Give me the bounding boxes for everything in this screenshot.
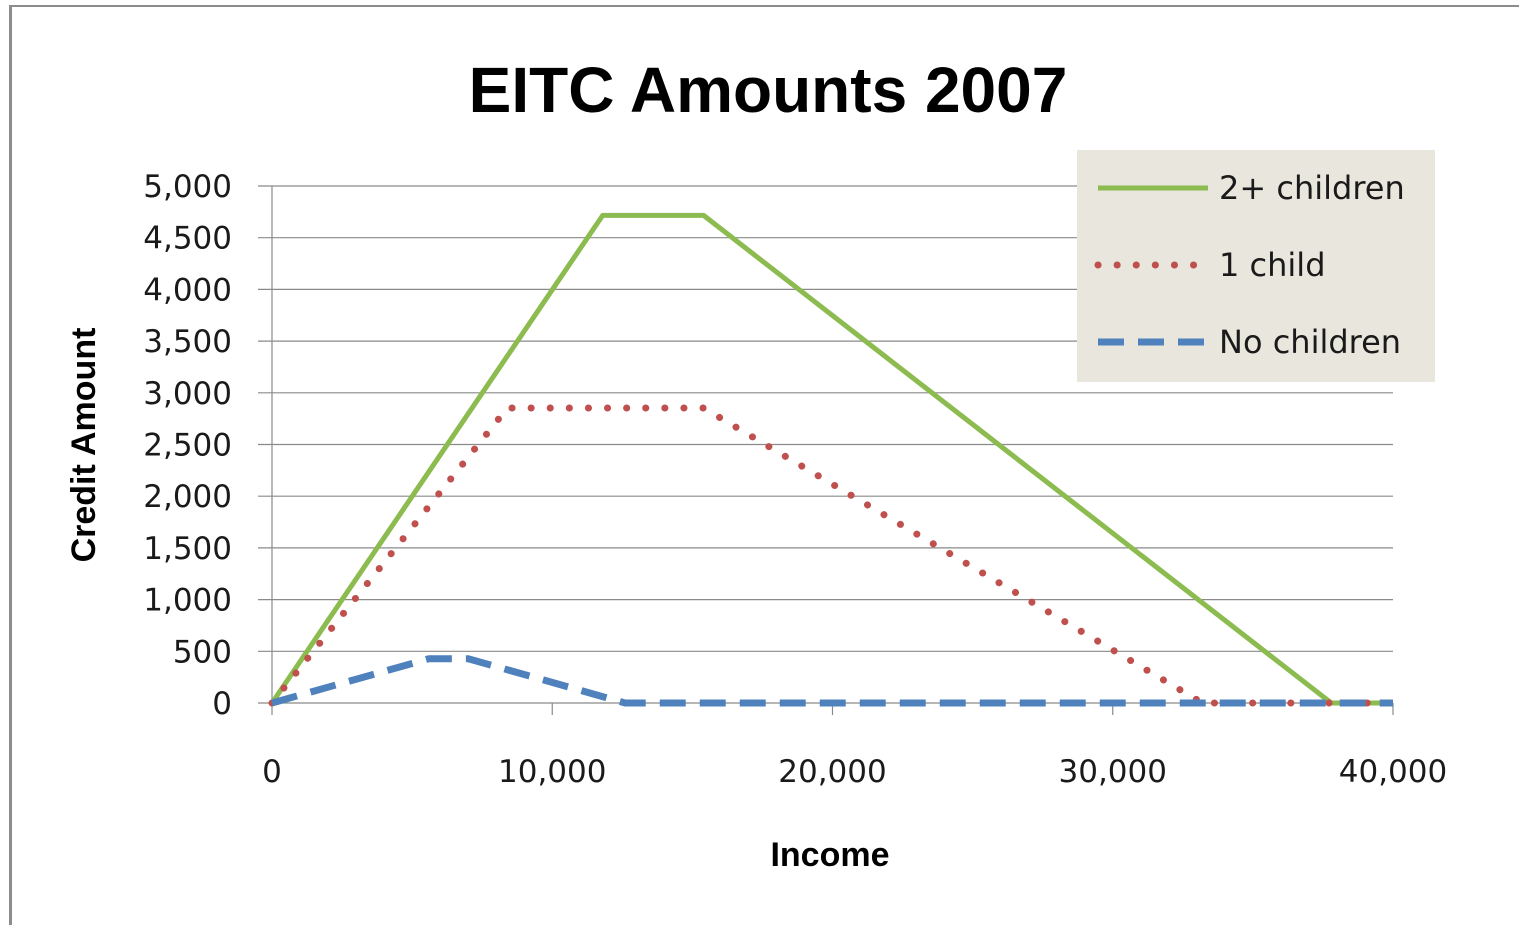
y-tick-label: 1,500 (143, 531, 232, 567)
series-line-1-child (268, 404, 1397, 707)
legend: 2+ children 1 child No children (1077, 150, 1435, 382)
legend-label-1-child: 1 child (1219, 246, 1326, 284)
x-tick-label: 30,000 (1059, 754, 1167, 790)
series-line-no-children (271, 655, 1393, 707)
x-tick-label: 0 (262, 754, 282, 790)
chart-title: EITC Amounts 2007 (469, 54, 1068, 126)
x-tick-label: 10,000 (498, 754, 606, 790)
legend-label-2-children: 2+ children (1219, 169, 1405, 207)
y-tick-label: 1,000 (143, 583, 232, 619)
x-axis-title: Income (770, 836, 889, 874)
y-tick-label: 3,500 (143, 324, 232, 360)
x-axis-ticks: 0 10,000 20,000 30,000 40,000 (262, 754, 1447, 790)
chart-frame (9, 5, 1519, 925)
y-tick-label: 3,000 (143, 376, 232, 412)
y-axis-title: Credit Amount (65, 328, 103, 563)
y-tick-label: 0 (212, 686, 232, 722)
y-axis-ticks: 0 500 1,000 1,500 2,000 2,500 3,000 3,500 4,000 4… (143, 169, 232, 722)
legend-label-no-children: No children (1219, 323, 1401, 361)
y-tick-label: 500 (173, 634, 232, 670)
y-tick-label: 2,500 (143, 428, 232, 464)
x-tick-label: 20,000 (778, 754, 886, 790)
y-tick-label: 2,000 (143, 479, 232, 515)
x-tick-label: 40,000 (1339, 754, 1447, 790)
y-tick-label: 4,500 (143, 221, 232, 257)
y-tick-label: 5,000 (143, 169, 232, 205)
y-tick-label: 4,000 (143, 272, 232, 308)
series-lines (268, 212, 1397, 707)
